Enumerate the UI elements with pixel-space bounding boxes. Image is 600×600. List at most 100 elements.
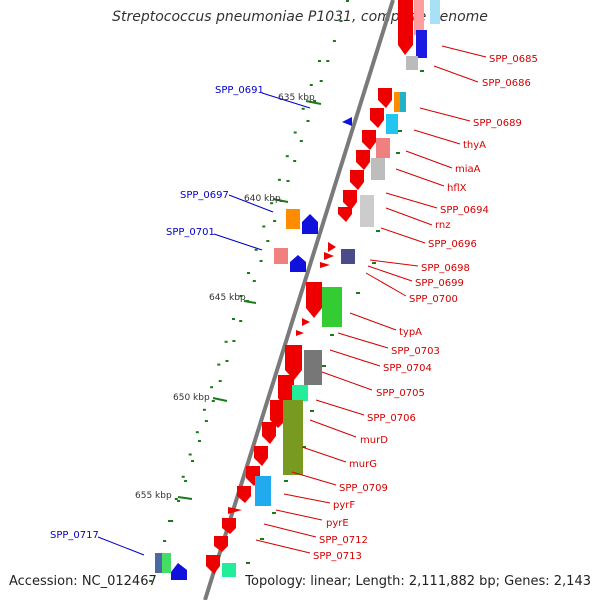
- tick-dot: [195, 431, 199, 434]
- gene-arrow[interactable]: [302, 318, 310, 326]
- gene-block[interactable]: [341, 249, 355, 264]
- gene-block[interactable]: [292, 385, 308, 401]
- gene-label[interactable]: murD: [360, 435, 388, 446]
- gene-block[interactable]: [376, 138, 390, 158]
- gene-arrow-reverse[interactable]: [171, 563, 187, 580]
- tick-dot: [270, 202, 274, 205]
- tick-dot: [277, 178, 281, 181]
- gene-arrow[interactable]: [222, 518, 236, 534]
- gene-label[interactable]: SPP_0699: [415, 278, 464, 289]
- tick-dot: [163, 540, 167, 542]
- accession-text: Accession: NC_012467: [9, 574, 157, 589]
- gene-label[interactable]: SPP_0712: [319, 535, 368, 546]
- forward-features: [206, 0, 440, 577]
- ruler-label-635: 635 kbp: [278, 93, 315, 103]
- gene-arrow[interactable]: [278, 375, 294, 408]
- gene-label[interactable]: SPP_0705: [376, 388, 425, 399]
- forward-label-layer: SPP_0685 SPP_0686 SPP_0689 thyA miaA hfl…: [255, 45, 538, 562]
- gene-label[interactable]: typA: [399, 327, 422, 338]
- tick-dot: [246, 562, 250, 564]
- gene-block[interactable]: [414, 0, 424, 35]
- gene-label[interactable]: SPP_0698: [421, 263, 470, 274]
- gene-label[interactable]: SPP_0713: [313, 551, 362, 562]
- gene-block[interactable]: [322, 287, 342, 327]
- gene-label[interactable]: thyA: [463, 140, 486, 151]
- tick-dot: [313, 100, 317, 102]
- gene-arrow[interactable]: [356, 150, 370, 170]
- gene-arrow[interactable]: [270, 400, 286, 428]
- gene-block[interactable]: [155, 553, 162, 573]
- tick-dot: [217, 363, 221, 366]
- gene-label[interactable]: SPP_0697: [180, 190, 229, 201]
- gene-arrow[interactable]: [254, 446, 268, 466]
- tick-dot: [188, 453, 192, 456]
- gene-arrow[interactable]: [362, 130, 376, 150]
- gene-label[interactable]: SPP_0704: [383, 363, 432, 374]
- gene-label[interactable]: miaA: [455, 164, 481, 175]
- gene-label[interactable]: murG: [349, 459, 377, 470]
- tick-dot: [356, 292, 360, 294]
- gene-arrow[interactable]: [324, 252, 334, 260]
- tick-dot: [149, 580, 153, 582]
- gene-arrow[interactable]: [378, 88, 392, 108]
- ruler-label-640: 640 kbp: [244, 194, 281, 204]
- gene-arrow[interactable]: [328, 242, 336, 252]
- gene-block[interactable]: [304, 350, 322, 385]
- gene-arrow[interactable]: [285, 345, 302, 380]
- gene-block[interactable]: [360, 195, 374, 227]
- gene-block[interactable]: [162, 553, 171, 573]
- gene-block[interactable]: [416, 30, 427, 58]
- gene-block[interactable]: [255, 476, 271, 506]
- gene-label[interactable]: SPP_0685: [489, 54, 538, 65]
- gene-arrow[interactable]: [206, 555, 220, 574]
- tick-dot: [310, 410, 314, 412]
- gene-label[interactable]: SPP_0706: [367, 413, 416, 424]
- gene-arrow-reverse[interactable]: [290, 255, 306, 272]
- tick-dot: [372, 262, 376, 264]
- gene-label[interactable]: SPP_0709: [339, 483, 388, 494]
- gene-block[interactable]: [406, 56, 418, 70]
- gene-arrow[interactable]: [237, 486, 251, 503]
- tick-dot: [174, 498, 178, 500]
- gene-arrow-reverse[interactable]: [342, 117, 352, 126]
- gene-label[interactable]: SPP_0691: [215, 85, 264, 96]
- gene-block[interactable]: [274, 248, 288, 264]
- gene-label[interactable]: SPP_0703: [391, 346, 440, 357]
- gene-arrow[interactable]: [398, 0, 413, 55]
- gene-block[interactable]: [286, 209, 300, 229]
- tick-dot: [198, 440, 201, 442]
- gene-label[interactable]: SPP_0701: [166, 227, 215, 238]
- tick-dot: [239, 295, 243, 297]
- gene-label[interactable]: SPP_0686: [482, 78, 531, 89]
- tick-dot: [293, 160, 297, 162]
- gene-arrow[interactable]: [370, 108, 384, 128]
- gene-block[interactable]: [394, 92, 400, 112]
- gene-label[interactable]: SPP_0717: [50, 530, 99, 541]
- tick-dot: [376, 230, 380, 232]
- gene-label[interactable]: pyrF: [333, 500, 355, 511]
- gene-arrow[interactable]: [214, 536, 228, 552]
- gene-label[interactable]: hflX: [447, 183, 467, 194]
- gene-block[interactable]: [386, 114, 398, 134]
- gene-arrow[interactable]: [350, 170, 364, 190]
- gene-label[interactable]: rnz: [435, 220, 451, 231]
- gene-label[interactable]: SPP_0696: [428, 239, 477, 250]
- gene-arrow[interactable]: [338, 207, 352, 222]
- gene-label[interactable]: SPP_0694: [440, 205, 489, 216]
- gene-label[interactable]: SPP_0689: [473, 118, 522, 129]
- gene-block[interactable]: [400, 92, 406, 112]
- gene-arrow[interactable]: [343, 190, 357, 210]
- gene-block[interactable]: [222, 563, 236, 577]
- gene-label[interactable]: pyrE: [326, 518, 349, 529]
- gene-block[interactable]: [371, 158, 385, 180]
- gene-arrow[interactable]: [296, 330, 304, 336]
- gene-arrow-reverse[interactable]: [302, 214, 318, 234]
- gene-block[interactable]: [430, 0, 440, 24]
- gene-arrow[interactable]: [320, 262, 330, 268]
- gene-block[interactable]: [283, 400, 303, 475]
- gene-arrow[interactable]: [228, 507, 242, 514]
- gene-arrow[interactable]: [306, 282, 322, 318]
- gene-label[interactable]: SPP_0700: [409, 294, 458, 305]
- tick-dot: [262, 225, 266, 228]
- gene-arrow[interactable]: [262, 422, 276, 444]
